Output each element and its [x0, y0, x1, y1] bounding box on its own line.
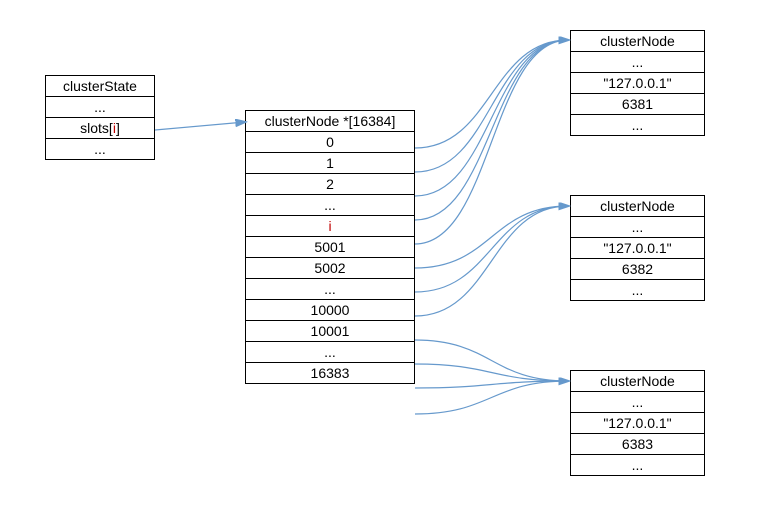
cluster-state-row: ...: [46, 97, 155, 118]
node-row: ...: [571, 455, 705, 476]
cluster-node-box-3: clusterNode ... "127.0.0.1" 6383 ...: [570, 370, 705, 476]
node-port: 6381: [571, 94, 705, 115]
slots-array-title: clusterNode *[16384]: [246, 111, 415, 132]
slot-cell: 2: [246, 174, 415, 195]
slot-cell: 1: [246, 153, 415, 174]
slots-array-box: clusterNode *[16384] 0 1 2 ... i 5001 50…: [245, 110, 415, 384]
cluster-state-box: clusterState ... slots[i] ...: [45, 75, 155, 160]
cluster-state-title: clusterState: [46, 76, 155, 97]
slot-cell-i: i: [246, 216, 415, 237]
cluster-node-box-1: clusterNode ... "127.0.0.1" 6381 ...: [570, 30, 705, 136]
node-port: 6382: [571, 259, 705, 280]
slot-cell: 16383: [246, 363, 415, 384]
node-row: ...: [571, 392, 705, 413]
node-title: clusterNode: [571, 31, 705, 52]
slot-cell: ...: [246, 342, 415, 363]
node-ip: "127.0.0.1": [571, 413, 705, 434]
node-ip: "127.0.0.1": [571, 73, 705, 94]
node-ip: "127.0.0.1": [571, 238, 705, 259]
slot-cell: 5002: [246, 258, 415, 279]
cluster-state-row: ...: [46, 139, 155, 160]
slot-cell: 5001: [246, 237, 415, 258]
slot-cell: ...: [246, 279, 415, 300]
slot-cell: 10001: [246, 321, 415, 342]
slot-cell: 10000: [246, 300, 415, 321]
node-row: ...: [571, 280, 705, 301]
node-title: clusterNode: [571, 371, 705, 392]
cluster-node-box-2: clusterNode ... "127.0.0.1" 6382 ...: [570, 195, 705, 301]
node-port: 6383: [571, 434, 705, 455]
node-row: ...: [571, 115, 705, 136]
node-row: ...: [571, 217, 705, 238]
node-title: clusterNode: [571, 196, 705, 217]
slot-cell: ...: [246, 195, 415, 216]
slot-cell: 0: [246, 132, 415, 153]
node-row: ...: [571, 52, 705, 73]
cluster-state-slots: slots[i]: [46, 118, 155, 139]
